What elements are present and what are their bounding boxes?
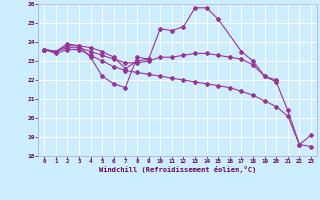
X-axis label: Windchill (Refroidissement éolien,°C): Windchill (Refroidissement éolien,°C) [99, 166, 256, 173]
